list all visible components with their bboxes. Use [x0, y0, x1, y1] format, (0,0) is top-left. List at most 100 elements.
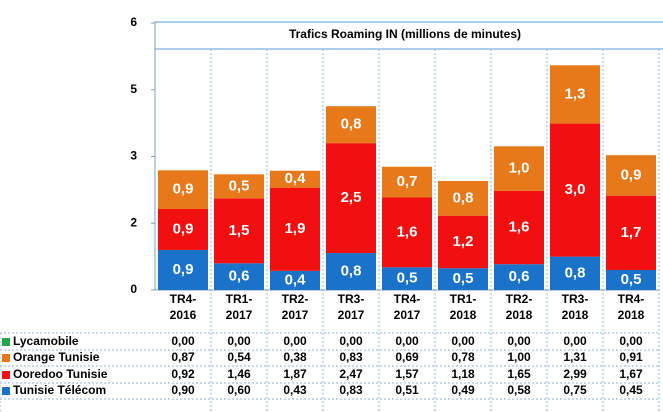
bar-segment: [606, 269, 656, 290]
table-cell: 0,00: [171, 334, 195, 348]
bar-segment: [382, 197, 432, 268]
legend-swatch: [2, 371, 10, 379]
data-label: 0,4: [285, 170, 307, 187]
table-cell: 0,83: [339, 383, 363, 397]
table-cell: 0,87: [171, 350, 195, 364]
bar-segment: [606, 155, 656, 196]
data-label: 3,0: [565, 181, 586, 198]
x-tick-label: 2017: [282, 308, 309, 322]
bar-segment: [158, 170, 208, 210]
data-label: 1,6: [397, 223, 418, 240]
x-tick-label: 2018: [506, 308, 533, 322]
table-cell: 0,00: [451, 334, 475, 348]
data-label: 0,6: [229, 268, 250, 285]
x-tick-label: TR2-: [506, 292, 533, 306]
bar-segment: [158, 249, 208, 290]
bar-segment: [270, 170, 320, 188]
data-label: 0,8: [565, 264, 586, 281]
table-cell: 1,46: [227, 367, 251, 381]
legend-label: Lycamobile: [13, 334, 79, 348]
x-tick-label: TR4-: [394, 292, 421, 306]
table-cell: 0,58: [507, 383, 531, 397]
table-cell: 2,47: [339, 367, 363, 381]
data-label: 0,9: [173, 220, 194, 237]
table-cell: 1,18: [451, 367, 475, 381]
bar-segment: [214, 174, 264, 199]
data-label: 1,6: [509, 218, 530, 235]
table-cell: 0,91: [619, 350, 643, 364]
chart-title: Trafics Roaming IN (millions de minutes): [289, 27, 521, 41]
bar-segment: [214, 263, 264, 290]
table-cell: 0,54: [227, 350, 251, 364]
x-tick-label: 2016: [170, 308, 197, 322]
legend-swatch: [2, 354, 10, 362]
x-tick-label: TR4-: [618, 292, 645, 306]
data-label: 0,6: [509, 268, 530, 285]
x-tick-label: 2018: [618, 308, 645, 322]
table-cell: 0,00: [227, 334, 251, 348]
x-tick-label: 2017: [226, 308, 253, 322]
x-tick-label: TR3-: [338, 292, 365, 306]
table-cell: 0,90: [171, 383, 195, 397]
table-cell: 0,00: [395, 334, 419, 348]
x-tick-label: TR1-: [450, 292, 477, 306]
table-cell: 0,69: [395, 350, 419, 364]
x-tick-label: TR2-: [282, 292, 309, 306]
table-cell: 0,78: [451, 350, 475, 364]
table-cell: 0,00: [563, 334, 587, 348]
data-label: 0,9: [621, 166, 642, 183]
data-label: 0,4: [285, 271, 307, 288]
bar-segment: [550, 256, 600, 290]
data-label: 1,2: [453, 233, 474, 250]
x-tick-label: TR3-: [562, 292, 589, 306]
table-cell: 0,00: [507, 334, 531, 348]
data-label: 0,9: [173, 181, 194, 198]
legend-label: Ooredoo Tunisie: [13, 367, 108, 381]
bar-segment: [270, 187, 320, 271]
legend-swatch: [2, 387, 10, 395]
data-label: 0,5: [229, 177, 250, 194]
table-cell: 0,00: [283, 334, 307, 348]
legend-swatch: [2, 338, 10, 346]
x-tick-label: 2018: [562, 308, 589, 322]
bar-segment: [326, 106, 376, 144]
table-cell: 0,49: [451, 383, 475, 397]
y-tick-label: 2: [130, 215, 137, 229]
table-cell: 1,87: [283, 367, 307, 381]
bar-segment: [550, 123, 600, 257]
bar-segment: [382, 166, 432, 198]
bar-segment: [158, 209, 208, 250]
bar-segment: [438, 215, 488, 269]
data-label: 2,5: [341, 189, 362, 206]
x-tick-label: 2017: [394, 308, 421, 322]
y-tick-label: 6: [130, 15, 137, 29]
data-label: 0,8: [341, 116, 362, 133]
y-tick-label: 0: [130, 282, 137, 296]
data-label: 1,5: [229, 222, 250, 239]
table-cell: 1,31: [563, 350, 587, 364]
bar-segment: [494, 264, 544, 290]
x-tick-label: 2017: [338, 308, 365, 322]
table-cell: 1,67: [619, 367, 643, 381]
table-cell: 0,60: [227, 383, 251, 397]
table-cell: 2,99: [563, 367, 587, 381]
legend-label: Tunisie Télécom: [13, 383, 106, 397]
table-cell: 0,45: [619, 383, 643, 397]
table-cell: 0,83: [339, 350, 363, 364]
data-label: 0,8: [341, 263, 362, 280]
title-box: [154, 21, 663, 50]
x-tick-label: 2018: [450, 308, 477, 322]
data-label: 0,7: [397, 173, 418, 190]
data-label: 0,9: [173, 261, 194, 278]
bar-segment: [438, 268, 488, 290]
bar-segment: [214, 198, 264, 264]
bar-segment: [382, 267, 432, 290]
bar-segment: [270, 270, 320, 290]
bar-segment: [494, 190, 544, 265]
bar-segment: [326, 253, 376, 290]
x-tick-label: TR1-: [226, 292, 253, 306]
data-label: 0,8: [453, 189, 474, 206]
y-tick-label: 3: [130, 149, 137, 163]
table-cell: 0,43: [283, 383, 307, 397]
